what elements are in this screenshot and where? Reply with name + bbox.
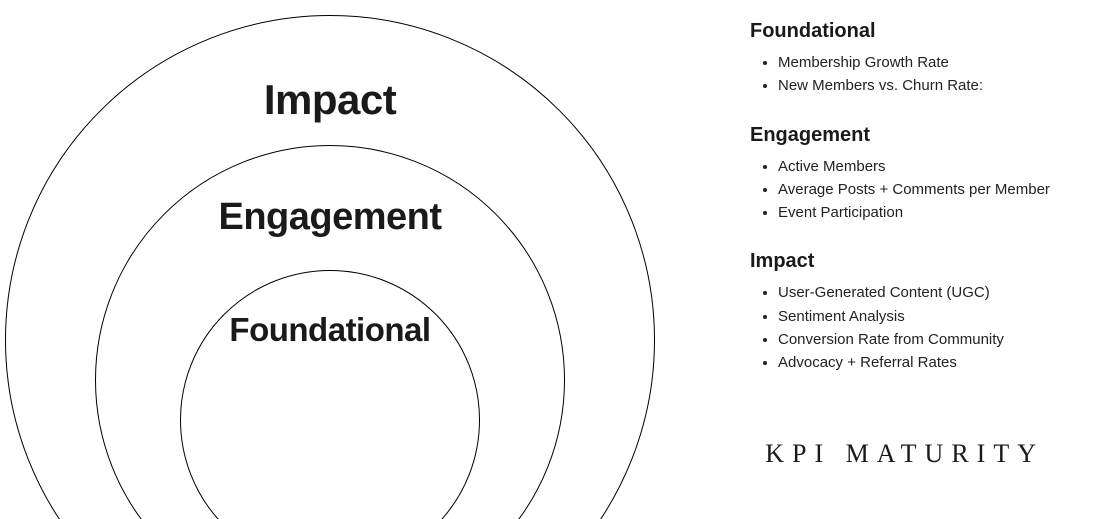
legend-item: Advocacy + Referral Rates [778,351,1090,374]
legend-list: Active MembersAverage Posts + Comments p… [750,155,1090,225]
legend-heading: Foundational [750,20,1090,43]
ring-label-middle: Engagement [96,196,564,239]
legend-item: User-Generated Content (UGC) [778,281,1090,304]
legend-item: Event Participation [778,201,1090,224]
legend-item: Membership Growth Rate [778,51,1090,74]
legend-group: Engagement Active MembersAverage Posts + … [750,124,1090,225]
legend-heading: Engagement [750,124,1090,147]
legend-group: Foundational Membership Growth RateNew Me… [750,20,1090,98]
legend-group: Impact User-Generated Content (UGC)Sentim… [750,250,1090,374]
legend: Foundational Membership Growth RateNew Me… [750,20,1090,400]
legend-item: Sentiment Analysis [778,305,1090,328]
legend-heading: Impact [750,250,1090,273]
ring-label-outer: Impact [6,76,654,124]
ring-label-inner: Foundational [181,311,479,349]
legend-item: Conversion Rate from Community [778,328,1090,351]
legend-list: Membership Growth RateNew Members vs. Ch… [750,51,1090,98]
footer-title: KPI MATURITY [765,439,1044,469]
legend-item: New Members vs. Churn Rate: [778,74,1090,97]
concentric-diagram: Impact Engagement Foundational [0,0,700,519]
legend-list: User-Generated Content (UGC)Sentiment An… [750,281,1090,374]
legend-item: Average Posts + Comments per Member [778,178,1090,201]
legend-item: Active Members [778,155,1090,178]
